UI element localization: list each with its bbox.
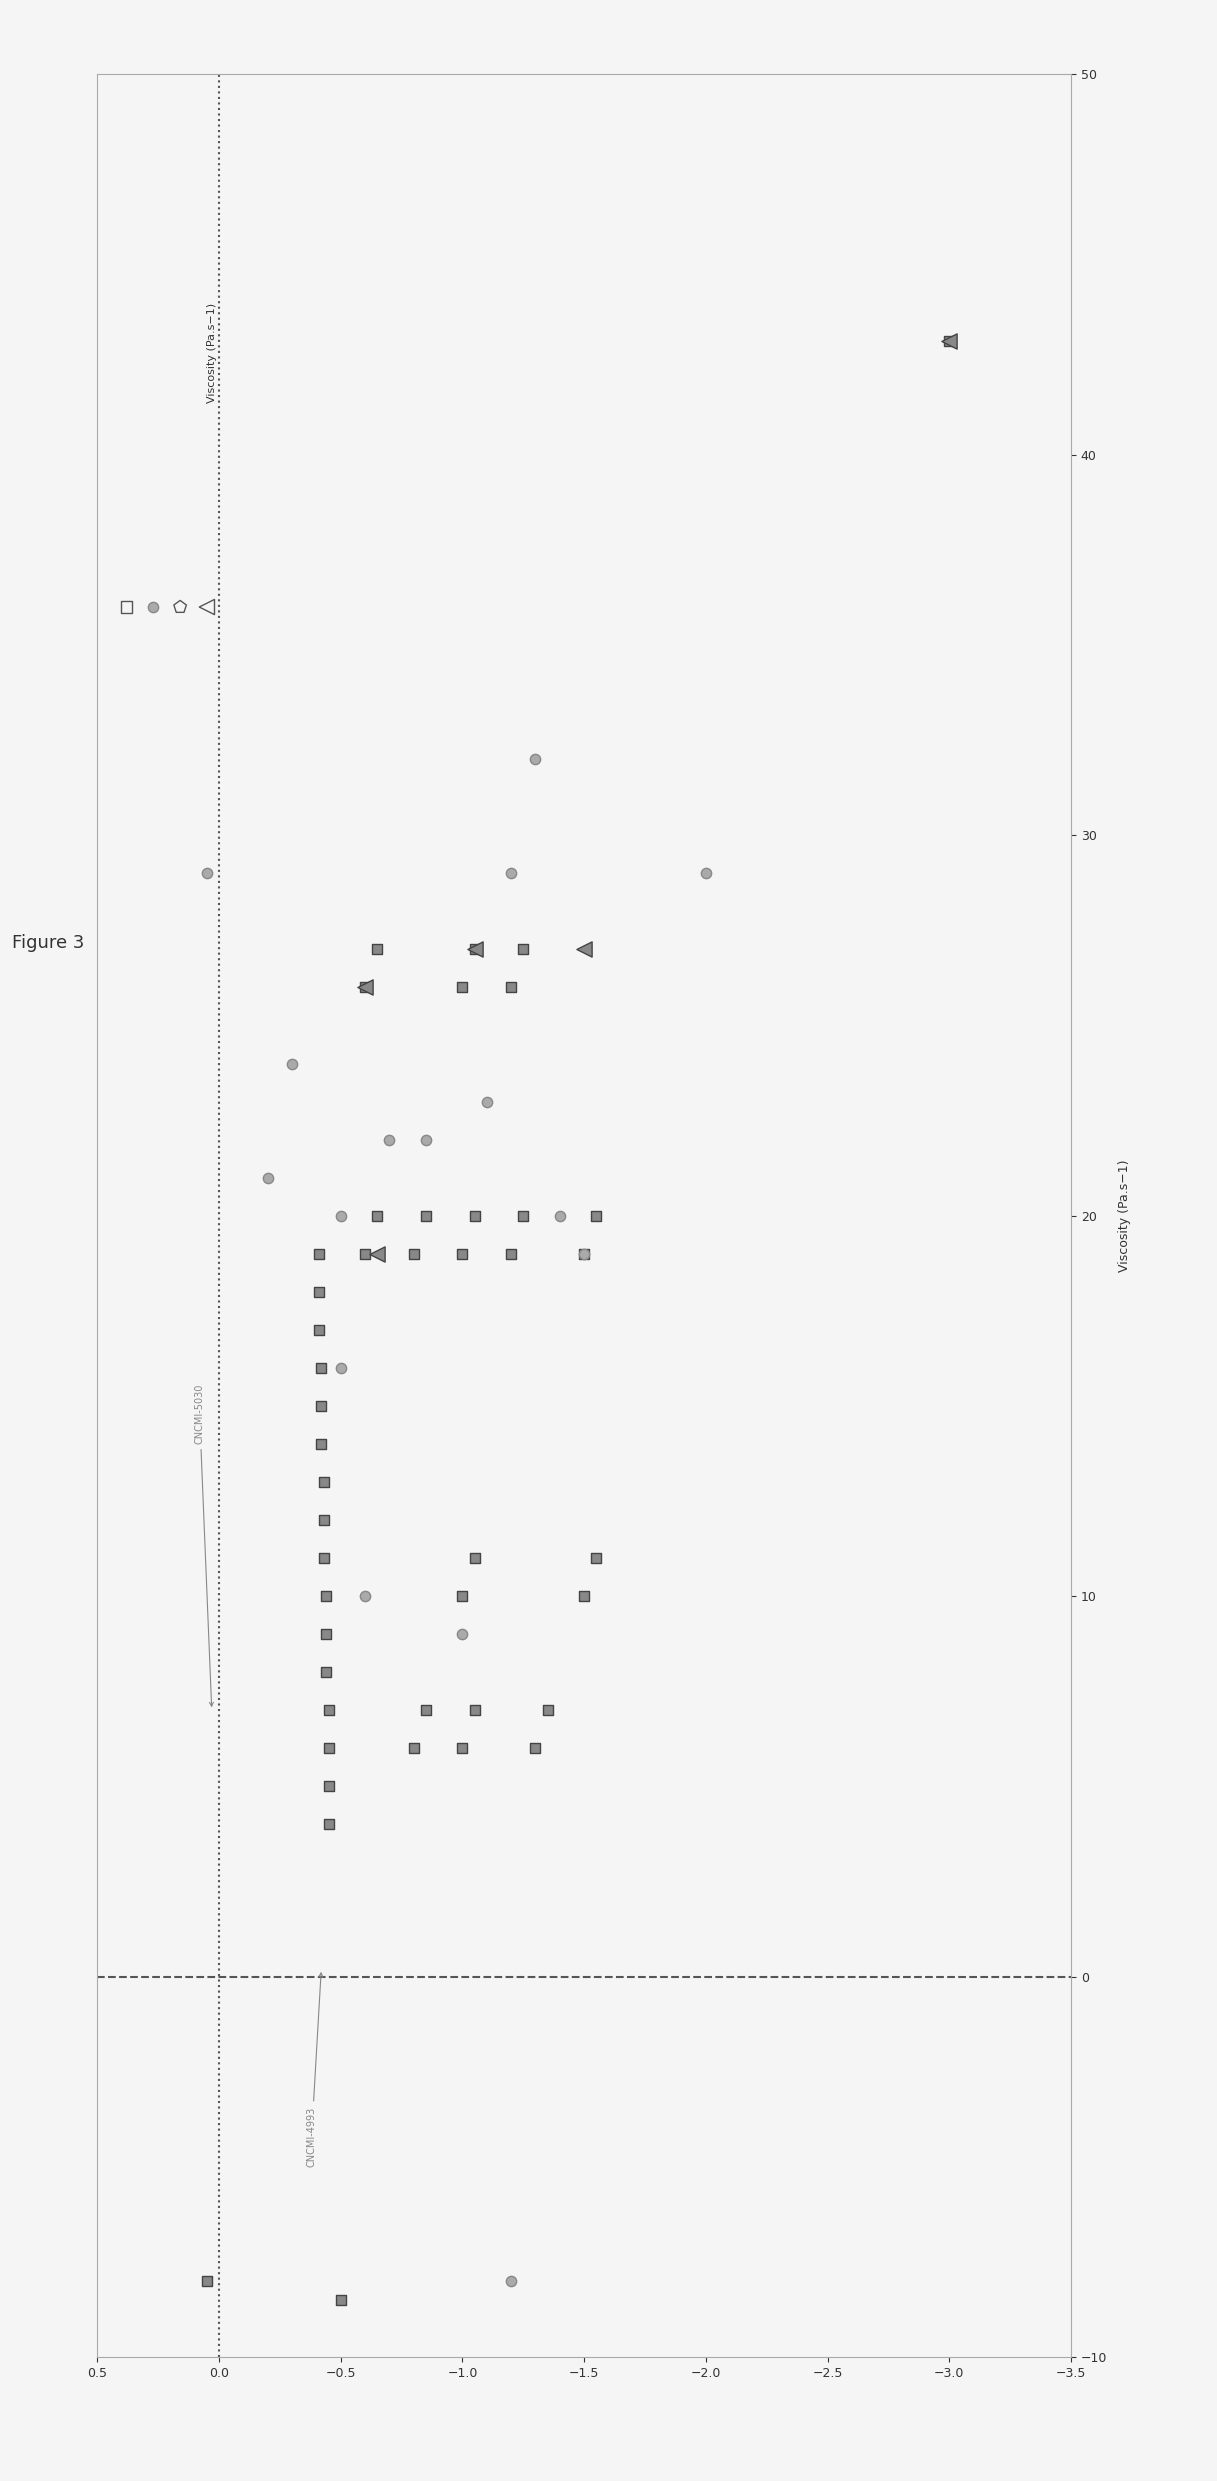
Point [309, 1233, 329, 1273]
Point [940, 320, 959, 360]
Text: CNCMI-5030: CNCMI-5030 [195, 1384, 213, 1707]
Point [465, 1538, 484, 1578]
Point [940, 320, 959, 360]
Point [538, 1690, 557, 1729]
Point [477, 1082, 497, 1121]
Point [331, 2280, 350, 2320]
Point [404, 1729, 424, 1769]
Point [501, 853, 521, 893]
Point [197, 588, 217, 628]
Point [331, 1196, 350, 1236]
Point [312, 1424, 331, 1464]
Point [314, 1538, 333, 1578]
Point [574, 1575, 594, 1615]
Point [465, 1690, 484, 1729]
Point [550, 1196, 570, 1236]
Point [453, 1729, 472, 1769]
Point [453, 1575, 472, 1615]
Text: CNCMI-4993: CNCMI-4993 [307, 1972, 323, 2166]
Point [312, 1347, 331, 1387]
Point [355, 1575, 375, 1615]
Point [501, 1233, 521, 1273]
Point [282, 1045, 302, 1084]
Point [465, 930, 484, 970]
Point [501, 968, 521, 1007]
Point [453, 1233, 472, 1273]
Point [574, 1233, 594, 1273]
Point [416, 1690, 436, 1729]
Point [514, 1196, 533, 1236]
Point [574, 1233, 594, 1273]
Point [316, 1652, 336, 1692]
Point [526, 1729, 545, 1769]
Point [331, 1347, 350, 1387]
Point [696, 853, 716, 893]
Point [587, 1538, 606, 1578]
Point [465, 1196, 484, 1236]
Point [309, 1273, 329, 1312]
Point [526, 739, 545, 779]
Point [258, 1159, 277, 1198]
Point [314, 1501, 333, 1541]
Point [404, 1233, 424, 1273]
Point [416, 1196, 436, 1236]
Point [453, 1615, 472, 1655]
Point [514, 930, 533, 970]
Point [197, 2260, 217, 2300]
Point [355, 968, 375, 1007]
Point [368, 930, 387, 970]
Point [501, 2260, 521, 2300]
Point [144, 588, 163, 628]
Point [587, 1196, 606, 1236]
Point [316, 1615, 336, 1655]
Point [355, 968, 375, 1007]
Point [416, 1119, 436, 1159]
Point [309, 1310, 329, 1350]
Point [380, 1119, 399, 1159]
Point [319, 1766, 338, 1806]
Point [314, 1461, 333, 1501]
Text: Viscosity (Pa.s−1): Viscosity (Pa.s−1) [207, 303, 217, 402]
Point [170, 588, 190, 628]
Point [574, 930, 594, 970]
Y-axis label: Viscosity (Pa.s−1): Viscosity (Pa.s−1) [1118, 1159, 1131, 1273]
Point [368, 1233, 387, 1273]
Point [319, 1804, 338, 1843]
Point [319, 1690, 338, 1729]
Point [465, 930, 484, 970]
Point [453, 968, 472, 1007]
Point [117, 588, 136, 628]
Point [355, 1233, 375, 1273]
Point [316, 1575, 336, 1615]
Text: Figure 3: Figure 3 [12, 933, 84, 953]
Point [319, 1729, 338, 1769]
Point [312, 1387, 331, 1427]
Point [197, 853, 217, 893]
Point [368, 1196, 387, 1236]
